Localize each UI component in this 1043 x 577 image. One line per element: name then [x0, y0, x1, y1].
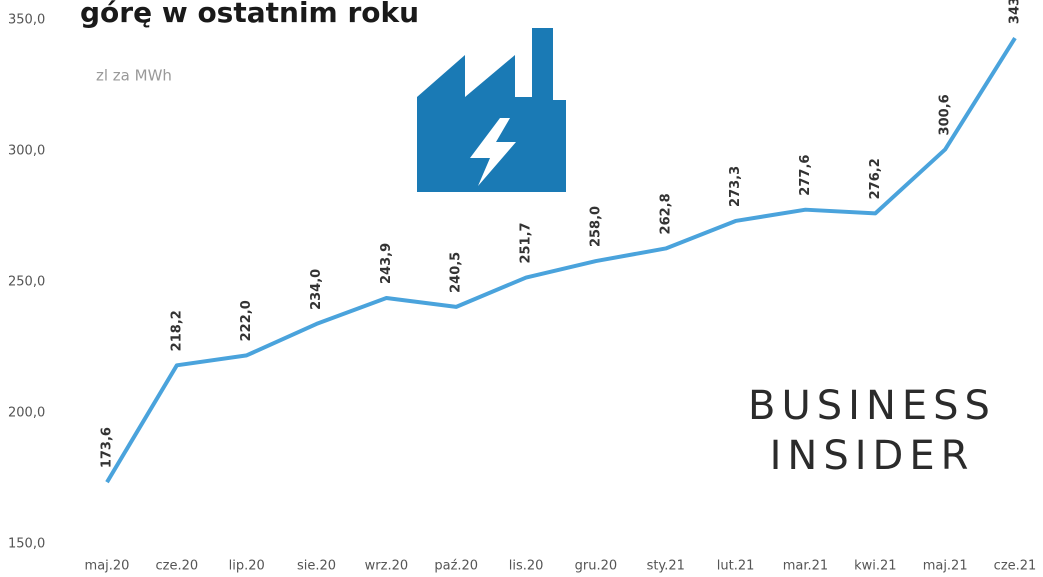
- value-label: 273,3: [728, 166, 743, 207]
- value-label: 262,8: [658, 193, 673, 234]
- value-label: 251,7: [519, 222, 534, 263]
- x-tick-label: wrz.20: [365, 559, 408, 574]
- logo-line: BUSINESS: [748, 383, 996, 429]
- value-label: 243,9: [379, 243, 394, 284]
- x-tick-label: lut.21: [717, 559, 755, 574]
- value-label: 277,6: [798, 155, 813, 196]
- value-label: 276,2: [868, 158, 883, 199]
- factory-icon: [417, 28, 566, 192]
- line: [105, 37, 1017, 484]
- chart-title: górę w ostatnim roku: [80, 0, 419, 29]
- y-tick-label: 300,0: [8, 144, 45, 159]
- logo-line: INSIDER: [770, 433, 975, 479]
- subtitle: zl za MWh: [96, 67, 172, 85]
- value-label: 218,2: [169, 310, 184, 351]
- x-tick-label: cze.20: [156, 559, 199, 574]
- factory-shape: [417, 28, 566, 192]
- x-tick-label: sie.20: [297, 559, 336, 574]
- y-tick-label: 150,0: [8, 537, 45, 552]
- value-label: 300,6: [938, 94, 953, 135]
- x-tick-label: mar.21: [783, 559, 828, 574]
- x-tick-label: maj.21: [923, 559, 968, 574]
- x-tick-label: lip.20: [229, 559, 265, 574]
- x-tick-label: cze.21: [994, 559, 1037, 574]
- lightning: [470, 118, 516, 186]
- x-tick-label: kwi.21: [854, 559, 896, 574]
- y-tick-label: 250,0: [8, 275, 45, 290]
- value-label: 343,1: [1008, 0, 1023, 24]
- value-label: 173,6: [100, 427, 115, 468]
- x-tick-label: maj.20: [85, 559, 130, 574]
- value-label: 240,5: [449, 252, 464, 293]
- x-tick-label: paź.20: [434, 559, 478, 574]
- value-label: 234,0: [309, 269, 324, 310]
- x-tick-label: gru.20: [575, 559, 618, 574]
- y-tick-label: 350,0: [8, 13, 45, 28]
- x-tick-label: sty.21: [647, 559, 685, 574]
- x-tick-label: lis.20: [509, 559, 544, 574]
- y-tick-label: 200,0: [8, 406, 45, 421]
- value-label: 258,0: [588, 206, 603, 247]
- value-label: 222,0: [239, 300, 254, 341]
